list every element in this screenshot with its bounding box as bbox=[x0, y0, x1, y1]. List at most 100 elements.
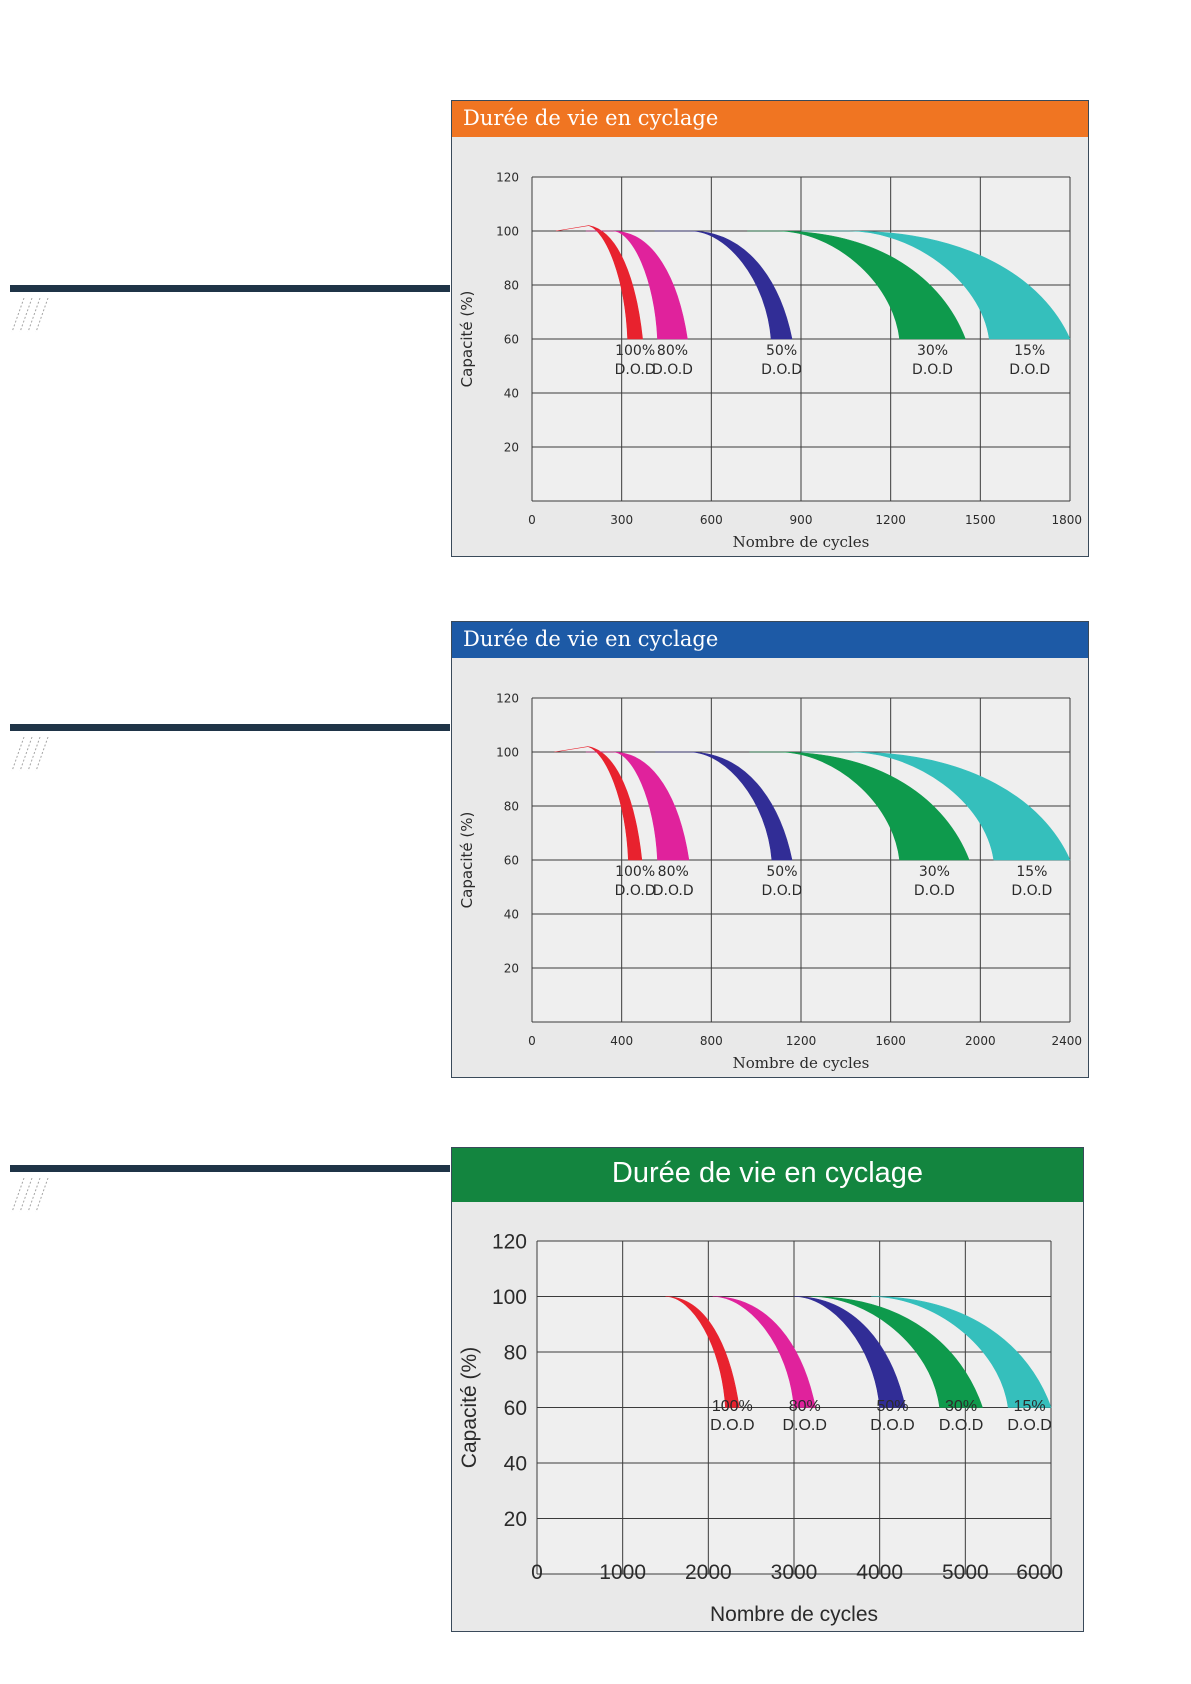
y-tick-label: 120 bbox=[492, 1231, 527, 1254]
dod-label-unit: D.O.D bbox=[939, 1417, 983, 1434]
y-tick-label: 100 bbox=[496, 224, 519, 238]
dod-curve bbox=[793, 1296, 906, 1408]
dod-curve bbox=[554, 746, 643, 861]
dod-label-percent: 15% bbox=[1014, 1398, 1046, 1415]
chart-panel-2: Durée de vie en cyclage 100% D.O.D 80% D.O.… bbox=[451, 621, 1089, 1078]
chart-svg-2: 100%D.O.D80%D.O.D50%D.O.D30%D.O.D15%D.O.… bbox=[458, 691, 1082, 1072]
x-tick-label: 0 bbox=[531, 1561, 543, 1584]
dod-label-percent: 100% bbox=[615, 343, 655, 359]
x-axis-title: Nombre de cycles bbox=[733, 533, 870, 551]
dod-curve bbox=[801, 751, 1071, 861]
y-tick-label: 80 bbox=[504, 799, 519, 813]
x-tick-label: 2000 bbox=[965, 1034, 996, 1048]
dod-label-percent: 30% bbox=[945, 1398, 977, 1415]
y-tick-label: 120 bbox=[496, 170, 519, 184]
x-tick-label: 2000 bbox=[685, 1561, 732, 1584]
dod-curve bbox=[655, 751, 793, 861]
x-tick-label: 2400 bbox=[1051, 1034, 1082, 1048]
chart-header-1: Durée de vie en cyclage bbox=[452, 101, 1088, 137]
dod-curve bbox=[585, 230, 688, 340]
dod-label-percent: 50% bbox=[877, 1398, 909, 1415]
divider-bar-3 bbox=[10, 1165, 450, 1172]
dod-label-percent: 80% bbox=[657, 343, 688, 359]
dod-label-unit: D.O.D bbox=[912, 362, 953, 378]
dod-curve bbox=[811, 1296, 983, 1408]
dod-label-unit: D.O.D bbox=[782, 1417, 826, 1434]
dod-label-percent: 50% bbox=[766, 343, 797, 359]
dod-label-unit: D.O.D bbox=[1007, 1417, 1051, 1434]
hatch-mark-1 bbox=[11, 298, 49, 333]
chart-svg-3: 100% D.O.D 80% D.O.D 50% D.O.D 30% D.O.D 15% D.O.… bbox=[458, 1231, 1063, 1626]
chart-title-2: Durée de vie en cyclage bbox=[463, 627, 719, 651]
dod-label-percent: 15% bbox=[1014, 343, 1045, 359]
dod-label-unit: D.O.D bbox=[870, 1417, 914, 1434]
y-tick-label: 40 bbox=[504, 386, 519, 400]
dod-label-unit: D.O.D bbox=[615, 883, 656, 899]
dod-label-percent: 50% bbox=[766, 864, 797, 880]
y-tick-label: 40 bbox=[504, 907, 519, 921]
dod-label-unit: D.O.D bbox=[761, 883, 802, 899]
x-tick-label: 800 bbox=[700, 1034, 723, 1048]
y-tick-label: 120 bbox=[496, 691, 519, 705]
y-tick-label: 40 bbox=[504, 1453, 527, 1476]
dod-label-percent: 80% bbox=[789, 1398, 821, 1415]
y-tick-label: 60 bbox=[504, 1397, 527, 1420]
y-tick-label: 100 bbox=[496, 745, 519, 759]
y-tick-label: 80 bbox=[504, 278, 519, 292]
x-tick-label: 0 bbox=[528, 1034, 536, 1048]
x-tick-label: 4000 bbox=[856, 1561, 903, 1584]
dod-label-unit: D.O.D bbox=[652, 362, 693, 378]
y-tick-label: 60 bbox=[504, 332, 519, 346]
chart-svg-1: 100%D.O.D80%D.O.D50%D.O.D30%D.O.D15%D.O.… bbox=[458, 170, 1082, 551]
y-axis-title: Capacité (%) bbox=[458, 812, 476, 909]
x-axis-title: Nombre de cycles bbox=[733, 1054, 870, 1072]
x-tick-label: 300 bbox=[610, 513, 633, 527]
chart-title-3: Durée de vie en cyclage bbox=[611, 1157, 924, 1189]
dod-curve bbox=[665, 1296, 740, 1408]
y-tick-label: 80 bbox=[504, 1342, 527, 1365]
y-axis-title: Capacité (%) bbox=[458, 291, 476, 388]
chart-panel-3: Durée de vie en cyclage 100% D.O.D 80% D.O.… bbox=[451, 1147, 1084, 1632]
dod-curve bbox=[871, 1296, 1052, 1408]
dod-curve bbox=[747, 230, 966, 340]
dod-label-unit: D.O.D bbox=[914, 883, 955, 899]
y-tick-label: 60 bbox=[504, 853, 519, 867]
x-tick-label: 900 bbox=[790, 513, 813, 527]
dod-label-unit: D.O.D bbox=[710, 1417, 754, 1434]
dod-label-unit: D.O.D bbox=[615, 362, 656, 378]
dod-label-unit: D.O.D bbox=[1009, 362, 1050, 378]
dod-label-percent: 15% bbox=[1016, 864, 1047, 880]
dod-curve bbox=[654, 230, 793, 340]
x-tick-label: 6000 bbox=[1016, 1561, 1063, 1584]
hatch-mark-2 bbox=[11, 737, 49, 772]
divider-bar-1 bbox=[10, 285, 450, 292]
divider-bar-2 bbox=[10, 724, 450, 731]
x-tick-label: 0 bbox=[528, 513, 536, 527]
dod-label-unit: D.O.D bbox=[1011, 883, 1052, 899]
dod-label-percent: 100% bbox=[712, 1398, 753, 1415]
y-axis-title: Capacité (%) bbox=[458, 1347, 481, 1468]
dod-curve bbox=[801, 230, 1071, 340]
x-tick-label: 1600 bbox=[875, 1034, 906, 1048]
dod-curve bbox=[585, 751, 690, 861]
x-tick-label: 1200 bbox=[786, 1034, 817, 1048]
x-tick-label: 1200 bbox=[875, 513, 906, 527]
chart-panel-1: Durée de vie en cyclage 100% D.O.D 80% D.O.… bbox=[451, 100, 1089, 557]
x-axis-title: Nombre de cycles bbox=[710, 1603, 878, 1626]
y-tick-label: 20 bbox=[504, 1508, 527, 1531]
y-tick-label: 20 bbox=[504, 440, 519, 454]
x-tick-label: 5000 bbox=[942, 1561, 989, 1584]
x-tick-label: 600 bbox=[700, 513, 723, 527]
x-tick-label: 400 bbox=[610, 1034, 633, 1048]
dod-curve bbox=[749, 751, 970, 861]
dod-label-percent: 30% bbox=[917, 343, 948, 359]
dod-curve bbox=[712, 1296, 816, 1408]
dod-label-percent: 80% bbox=[658, 864, 689, 880]
dod-curve bbox=[555, 225, 643, 340]
x-tick-label: 1000 bbox=[599, 1561, 646, 1584]
chart-header-3: Durée de vie en cyclage bbox=[452, 1148, 1083, 1202]
dod-label-percent: 100% bbox=[615, 864, 655, 880]
hatch-mark-3 bbox=[11, 1178, 49, 1213]
x-tick-label: 1500 bbox=[965, 513, 996, 527]
dod-label-unit: D.O.D bbox=[761, 362, 802, 378]
